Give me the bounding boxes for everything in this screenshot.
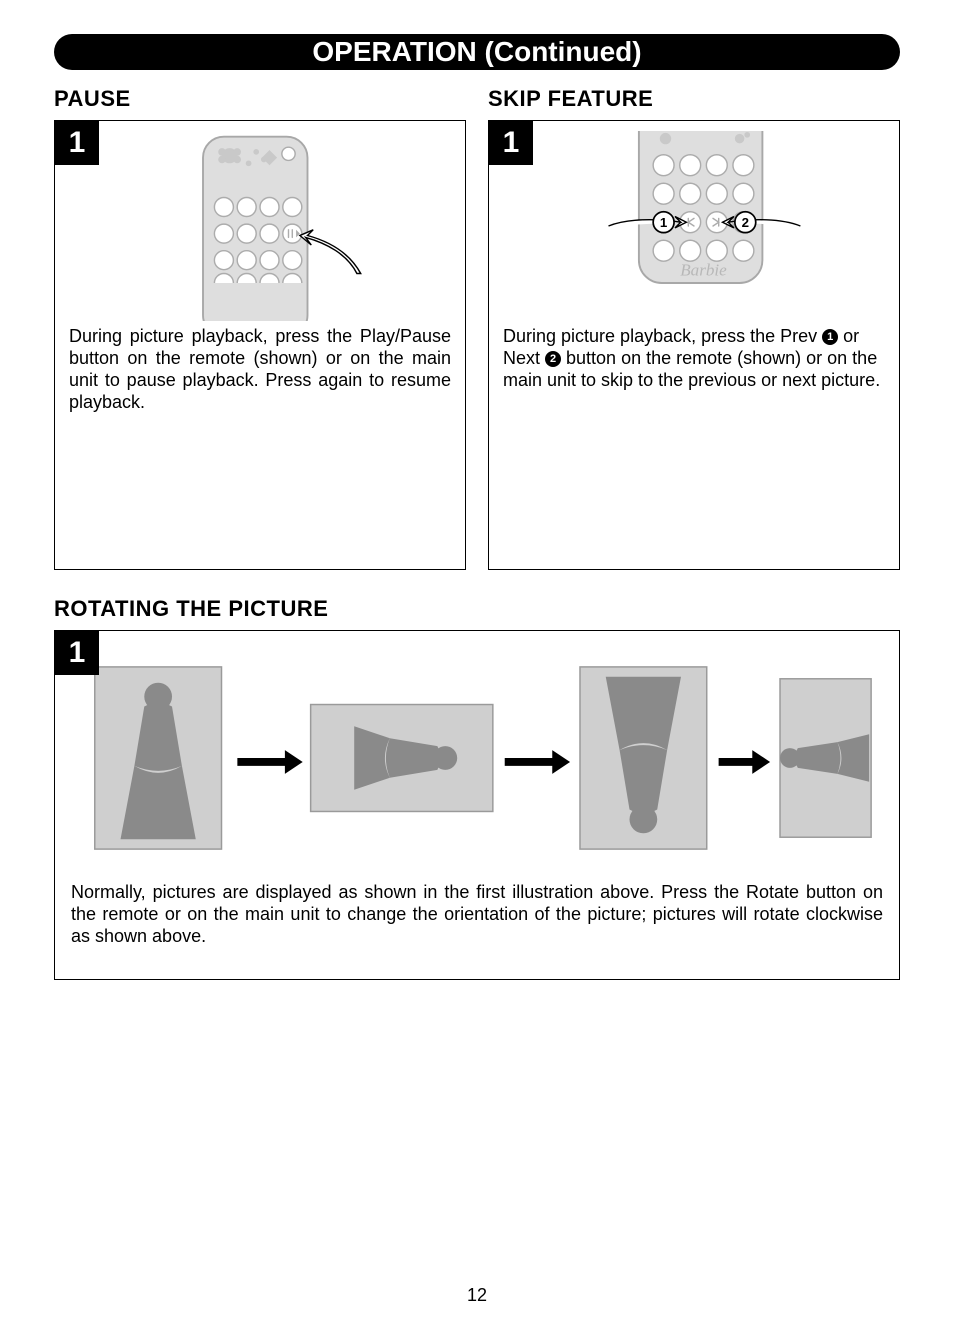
pause-step-text: During picture playback, press the Play/… — [69, 325, 451, 413]
pause-illustration — [69, 131, 451, 321]
rotate-heading: ROTATING THE PICTURE — [54, 596, 900, 622]
section-header: OPERATION (Continued) — [54, 34, 900, 70]
skip-step-text: During picture playback, press the Prev … — [503, 325, 885, 391]
pause-step-number: 1 — [55, 121, 99, 165]
skip-column: SKIP FEATURE 1 — [488, 80, 900, 570]
rotate-sequence-svg — [71, 648, 883, 868]
page-number: 12 — [0, 1285, 954, 1306]
pause-heading: PAUSE — [54, 86, 466, 112]
rotate-illustration — [71, 643, 883, 873]
skip-heading: SKIP FEATURE — [488, 86, 900, 112]
svg-text:2: 2 — [742, 215, 749, 230]
skip-remote-svg: Barbie 1 2 — [544, 131, 844, 321]
pause-step-box: 1 — [54, 120, 466, 570]
rotate-step-text: Normally, pictures are displayed as show… — [71, 881, 883, 947]
svg-text:1: 1 — [660, 215, 668, 230]
rotate-step-number: 1 — [55, 631, 99, 675]
pause-remote-svg — [130, 131, 390, 321]
skip-illustration: Barbie 1 2 — [503, 131, 885, 321]
page: OPERATION (Continued) PAUSE 1 — [0, 0, 954, 1336]
skip-step-box: 1 — [488, 120, 900, 570]
two-column-row: PAUSE 1 — [54, 80, 900, 570]
circled-2-icon: 2 — [545, 351, 561, 367]
skip-text-pre: During picture playback, press the Prev — [503, 326, 822, 346]
circled-1-icon: 1 — [822, 329, 838, 345]
pause-column: PAUSE 1 — [54, 80, 466, 570]
header-title: OPERATION (Continued) — [54, 34, 900, 70]
svg-text:Barbie: Barbie — [680, 260, 727, 279]
rotate-step-box: 1 — [54, 630, 900, 980]
skip-step-number: 1 — [489, 121, 533, 165]
